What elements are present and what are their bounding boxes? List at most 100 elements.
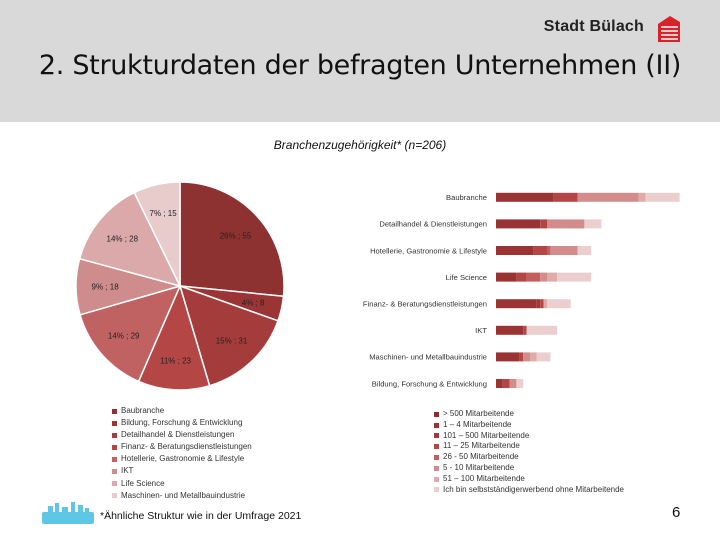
bar-segment-1-4-mitarbeitende [496,352,520,362]
pie-slice-life-science [78,191,182,288]
legend-label: Hotellerie, Gastronomie & Lifestyle [121,454,245,464]
bar-segment-11-25-mitarbeitende [502,379,510,388]
bar-segment-5-10-mitarbeitende [509,379,517,388]
bar-segment-11-25-mitarbeitende [540,219,547,229]
legend-label: Finanz- & Beratungsdienstleistungen [121,442,252,452]
bar-segment-5-10-mitarbeitende [547,219,585,229]
bar-legend-item: > 500 Mitarbeitende [434,409,684,420]
pie-legend-item: Finanz- & Beratungsdienstleistungen [112,441,312,453]
bar-segment-11-25-mitarbeitende [519,352,524,362]
legend-label: Ich bin selbstständigerwerbend ohne Mita… [443,484,625,494]
bar-category-label: Hotellerie, Gastronomie & Lifestyle [370,246,487,255]
bar-segment-5-10-mitarbeitende [577,192,639,202]
pie-data-label: 11% ; 23 [160,357,192,366]
bar-segment-5-10-mitarbeitende [523,352,530,362]
pie-slice-finanz-beratungsdienstleistungen [137,283,211,391]
legend-swatch [434,487,439,493]
bar-legend-item: 26 - 50 Mitarbeitende [434,452,684,463]
legend-swatch [112,469,117,475]
legend-swatch [112,493,117,499]
bar-segment-1-4-mitarbeitende [496,272,517,282]
legend-label: Detailhandel & Dienstleistungen [121,430,235,440]
bar-segment-1-4-mitarbeitende [496,299,537,309]
bar-segment-51-100-mitarbeitende [547,272,558,282]
bar-legend-item: Ich bin selbstständigerwerbend ohne Mita… [434,485,684,496]
pie-legend-item: Hotellerie, Gastronomie & Lifestyle [112,453,312,465]
legend-label: > 500 Mitarbeitende [443,409,514,418]
bar-category-label: Detailhandel & Dienstleistungen [379,220,487,229]
pie-legend-item: Baubranche [112,405,312,417]
legend-label: 5 - 10 Mitarbeitende [443,462,515,472]
bar-segment-ich-bin-selbstst-ndigerwerbend-ohne-mitarbeitende [526,325,558,335]
bar-segment-26-50-mitarbeitende [526,272,541,282]
legend-label: 26 - 50 Mitarbeitende [443,452,519,462]
bar-segment-5-10-mitarbeitende [540,272,547,282]
bar-segment-51-100-mitarbeitende [543,299,547,309]
bar-segment-ich-bin-selbstst-ndigerwerbend-ohne-mitarbeitende [547,299,571,309]
pie-data-label: 9% ; 18 [92,283,120,292]
pie-legend: Baubranche Bildung, Forschung & Entwicklu… [112,405,312,502]
bar-legend-item: 1 – 4 Mitarbeitende [434,420,684,431]
pie-slice-maschinen-und-metallbauindustrie [133,181,181,287]
bar-segment-1-4-mitarbeitende [496,192,554,202]
bar-segment-ich-bin-selbstst-ndigerwerbend-ohne-mitarbeitende [645,192,680,202]
bar-segment-ich-bin-selbstst-ndigerwerbend-ohne-mitarbeitende [557,272,592,282]
legend-swatch [434,465,439,471]
bar-segment-11-25-mitarbeitende [523,325,527,335]
pie-data-label: 26% ; 55 [220,232,252,241]
bar-category-label: Life Science [446,273,487,282]
pie-legend-item: Maschinen- und Metallbauindustrie [112,490,312,502]
bar-segment-51-100-mitarbeitende [638,192,646,202]
bar-segment-ich-bin-selbstst-ndigerwerbend-ohne-mitarbeitende [584,219,602,229]
bar-segment-1-4-mitarbeitende [496,246,534,255]
legend-label: Life Science [121,478,165,488]
bar-legend: > 500 Mitarbeitende 1 – 4 Mitarbeitende 10… [434,409,684,495]
bar-legend-item: 101 – 500 Mitarbeitende [434,431,684,442]
pie-legend-item: Life Science [112,478,312,490]
bar-legend-item: 51 – 100 Mitarbeitende [434,474,684,485]
page-number: 6 [672,504,681,521]
legend-label: 51 – 100 Mitarbeitende [443,473,525,483]
bar-segment-ich-bin-selbstst-ndigerwerbend-ohne-mitarbeitende [577,246,592,255]
page-title: 2. Strukturdaten der befragten Unternehm… [38,50,682,81]
legend-swatch [112,432,117,438]
legend-swatch [434,476,439,482]
pie-slice-baubranche [179,181,285,298]
legend-label: Maschinen- und Metallbauindustrie [121,490,246,500]
bar-segment-26-50-mitarbeitende [547,246,551,255]
bar-segment-11-25-mitarbeitende [516,272,527,282]
legend-swatch [434,422,439,428]
legend-label: 11 – 25 Mitarbeitende [443,441,520,451]
legend-swatch [112,444,117,450]
legend-swatch [112,420,117,426]
bar-segment-11-25-mitarbeitende [533,246,547,255]
pie-legend-item: IKT [112,465,312,477]
legend-swatch [434,433,439,439]
bar-segment-ich-bin-selbstst-ndigerwerbend-ohne-mitarbeitende [536,352,551,362]
footnote: *Ähnliche Struktur wie in der Umfrage 20… [100,510,302,522]
bar-legend-item: 11 – 25 Mitarbeitende [434,441,684,452]
legend-swatch [434,411,439,417]
bar-segment-1-4-mitarbeitende [496,379,503,388]
legend-label: Baubranche [121,406,165,415]
brand-name: Stadt Bülach [543,18,644,35]
bar-segment-ich-bin-selbstst-ndigerwerbend-ohne-mitarbeitende [516,379,524,388]
legend-swatch [112,408,117,414]
bar-segment-101-500-mitarbeitende [536,299,541,309]
legend-label: Bildung, Forschung & Entwicklung [121,418,243,428]
bar-segment-11-25-mitarbeitende [540,299,544,309]
pie-legend-item: Detailhandel & Dienstleistungen [112,429,312,441]
pie-data-label: 4% ; 8 [242,298,265,307]
pie-chart: 26% ; 55 4% ; 8 15% ; 31 11% ; 23 14% ; 29 9%… [75,181,285,391]
event-logo-icon [42,502,94,524]
bar-segment-1-4-mitarbeitende [496,325,524,335]
bar-category-label: Finanz- & Beratungsdienstleistungen [363,300,487,309]
bar-legend-item: 5 - 10 Mitarbeitende [434,463,684,474]
legend-label: 1 – 4 Mitarbeitende [443,419,512,429]
pie-data-label: 14% ; 28 [107,234,139,243]
bar-category-label: Baubranche [446,193,487,202]
pie-slice-hotellerie-gastronomie-lifestyle [79,284,182,383]
legend-label: 101 – 500 Mitarbeitende [443,430,530,440]
stacked-bar-chart: Baubranche Detailhandel & Dienstleistunge… [363,192,705,400]
legend-swatch [434,455,439,461]
